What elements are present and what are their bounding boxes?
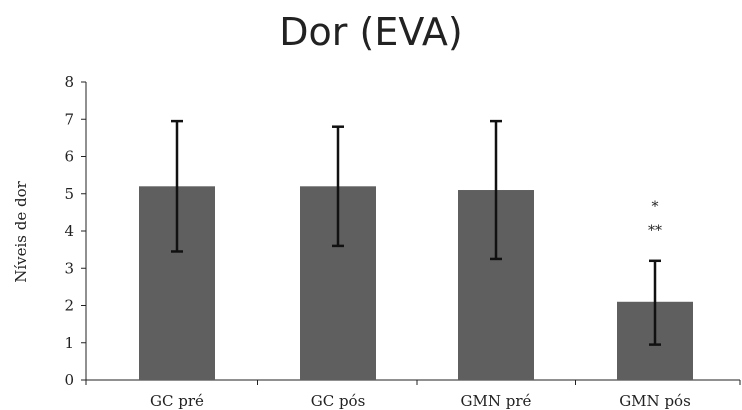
error-bars [171,119,661,346]
y-tick-label: 7 [64,110,74,128]
x-tick-label: GMN pós [619,392,691,410]
y-axis-label: Níveis de dor [12,180,30,282]
y-tick-label: 8 [64,73,74,91]
y-tick-label: 6 [64,148,74,166]
x-tick-label: GMN pré [461,392,532,410]
chart-title: Dor (EVA) [279,10,463,54]
y-tick-label: 2 [64,297,74,315]
labels: GC pré GC pós GMN pré GMN pós*** [150,199,691,410]
significance-marker: ** [648,223,662,239]
x-tick-label: GC pós [311,392,366,410]
bars [139,186,693,380]
y-tick-label: 4 [64,222,74,240]
y-tick-label: 1 [64,334,74,352]
y-tick-label: 5 [64,185,74,203]
x-tick-label: GC pré [150,392,204,410]
y-tick-label: 3 [64,259,74,277]
significance-marker: * [652,199,659,215]
y-tick-label: 0 [64,371,74,389]
